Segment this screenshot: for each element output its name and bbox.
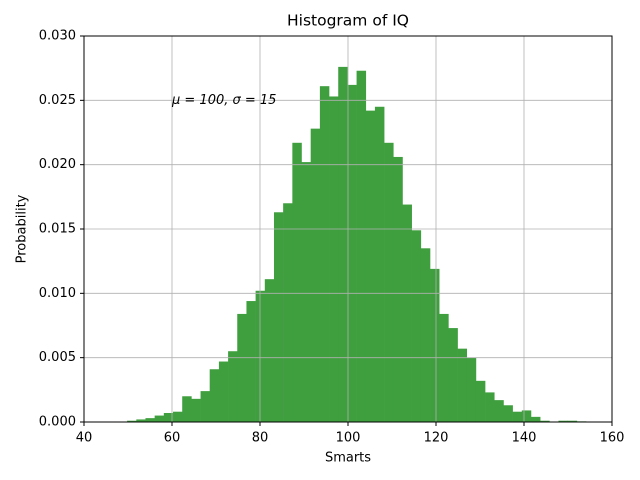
bar (356, 70, 367, 423)
bar (485, 392, 495, 422)
bar (430, 268, 440, 422)
bar (374, 106, 385, 423)
bar (448, 328, 458, 422)
y-tick-label: 0.030 (39, 29, 76, 44)
bar (393, 156, 403, 423)
bar (163, 412, 174, 422)
bar (530, 416, 541, 422)
bar (319, 86, 330, 423)
x-tick-label: 80 (252, 431, 269, 446)
bar (503, 405, 513, 422)
bar (329, 96, 339, 423)
bar (512, 411, 523, 422)
bar (154, 415, 165, 422)
x-tick-label: 40 (76, 431, 93, 446)
bar (273, 212, 284, 422)
bar (558, 420, 568, 422)
bar (567, 420, 578, 422)
x-tick-label: 60 (164, 431, 181, 446)
bar (218, 361, 229, 422)
bar (191, 398, 201, 422)
x-tick-label: 140 (512, 431, 537, 446)
y-tick-label: 0.010 (39, 286, 76, 301)
bar (457, 348, 468, 422)
y-tick-label: 0.000 (39, 415, 76, 430)
bar (540, 420, 550, 422)
bar (310, 128, 321, 422)
x-tick-label: 100 (336, 431, 361, 446)
bar (466, 357, 477, 422)
bar (173, 411, 183, 422)
bar (475, 380, 486, 422)
bar (209, 369, 220, 422)
bar (136, 419, 146, 422)
annotation: μ = 100, σ = 15 (171, 93, 276, 108)
y-tick-label: 0.005 (39, 350, 76, 365)
bar (301, 162, 311, 423)
x-axis-label: Smarts (325, 451, 371, 466)
bar (246, 301, 256, 422)
bar (283, 203, 293, 422)
bar (237, 313, 247, 422)
bar (338, 66, 348, 422)
bar (127, 420, 137, 422)
bar (347, 84, 357, 422)
x-tick-label: 160 (600, 431, 625, 446)
bar (411, 230, 422, 422)
bar (494, 400, 504, 422)
bar (264, 279, 275, 422)
bar (200, 391, 211, 422)
bar (439, 313, 449, 422)
bar (228, 351, 238, 422)
bar (182, 396, 192, 422)
chart-title: Histogram of IQ (287, 12, 409, 30)
x-tick-label: 120 (424, 431, 449, 446)
bar (384, 142, 394, 422)
bar (521, 410, 532, 422)
y-tick-label: 0.015 (39, 222, 76, 237)
y-tick-label: 0.020 (39, 157, 76, 172)
plot-frame (83, 35, 613, 423)
y-tick-label: 0.025 (39, 93, 76, 108)
bar (420, 248, 431, 422)
bar (402, 204, 412, 422)
bar (292, 142, 302, 422)
y-axis-label: Probability (15, 194, 30, 263)
bar (145, 418, 155, 422)
bar (365, 110, 376, 423)
